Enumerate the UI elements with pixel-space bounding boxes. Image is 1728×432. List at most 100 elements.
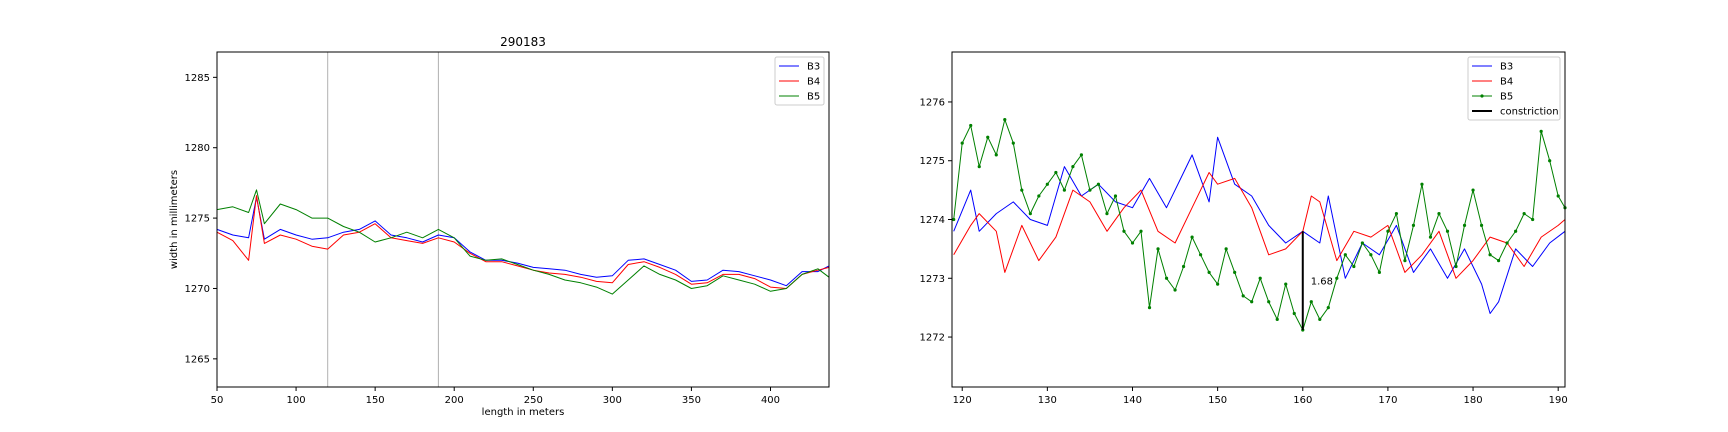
right-series-point-b5 — [1054, 170, 1058, 175]
right-legend-label-constriction: constriction — [1500, 107, 1559, 118]
right-x-ticks: 120 130 140 150 160 170 180 190 — [953, 387, 1568, 406]
right-series-line-b4 — [953, 172, 1566, 279]
left-y-tick-label: 1275 — [185, 214, 210, 225]
left-x-tick-label: 200 — [445, 395, 464, 406]
left-series-line-b5 — [216, 189, 830, 295]
right-series-point-b5 — [1471, 188, 1475, 192]
right-series-point-b5 — [1199, 253, 1203, 257]
constriction-marker: 1.68 — [1301, 231, 1333, 330]
right-series-point-b5 — [1190, 235, 1194, 239]
right-series-point-b5 — [1454, 264, 1458, 269]
left-legend: B3 B4 B5 — [774, 56, 825, 106]
right-series-point-b5 — [1139, 229, 1143, 233]
right-series-point-b5 — [1045, 182, 1049, 186]
right-legend-label-b4: B4 — [1500, 77, 1513, 88]
right-series-point-b5 — [1250, 300, 1254, 304]
right-series-point-b5 — [1173, 288, 1177, 292]
right-series-point-b5 — [1037, 194, 1041, 198]
right-series-point-b5 — [1181, 264, 1186, 269]
right-legend-marker-b5 — [1480, 94, 1484, 98]
right-series-point-b5 — [1216, 282, 1220, 286]
right-series-point-b5 — [1096, 182, 1101, 186]
right-series-point-b5 — [1028, 212, 1032, 216]
left-legend-label-b5: B5 — [807, 92, 820, 103]
left-series-line-b3 — [216, 196, 830, 287]
right-series-point-b5 — [1164, 276, 1169, 280]
left-series-group — [216, 189, 830, 295]
right-y-tick-label: 1274 — [920, 215, 945, 226]
right-series-point-b5 — [1369, 253, 1373, 257]
right-series-point-b5 — [1241, 294, 1245, 298]
right-series-point-b5 — [1088, 188, 1092, 192]
right-x-tick-label: 170 — [1378, 395, 1397, 406]
left-legend-box — [774, 56, 825, 106]
right-series-point-b5 — [1445, 229, 1450, 233]
right-series-point-b5 — [1071, 165, 1075, 169]
right-series-point-b5 — [1122, 229, 1126, 233]
left-legend-label-b3: B3 — [807, 62, 820, 73]
right-series-point-b5 — [1488, 253, 1492, 257]
right-series-point-b5 — [1207, 270, 1211, 274]
right-x-tick-label: 150 — [1208, 395, 1227, 406]
right-series-point-b5 — [1113, 194, 1118, 198]
right-series-point-b5 — [1428, 235, 1433, 239]
right-series-point-b5 — [1003, 117, 1007, 122]
right-series-point-b5 — [1343, 253, 1347, 257]
right-y-tick-label: 1273 — [920, 274, 945, 285]
left-y-tick-label: 1270 — [185, 284, 210, 295]
right-series-point-b5 — [1267, 300, 1271, 304]
right-series-point-b5 — [1531, 217, 1535, 222]
right-series-point-b5 — [1360, 241, 1364, 245]
right-legend-box — [1467, 56, 1561, 121]
right-series-point-b5 — [1224, 247, 1228, 251]
right-series-point-b5 — [1292, 311, 1296, 316]
right-y-tick-label: 1276 — [920, 97, 945, 108]
right-x-tick-label: 190 — [1549, 395, 1568, 406]
right-series-point-b5 — [986, 135, 990, 139]
right-series-point-b5 — [1505, 241, 1509, 245]
left-y-tick-label: 1285 — [185, 73, 210, 84]
right-series-point-b5 — [1105, 212, 1109, 216]
right-series-point-b5 — [1147, 306, 1152, 310]
right-series-point-b5 — [1156, 247, 1160, 251]
left-vertical-markers — [327, 52, 439, 387]
right-x-tick-label: 140 — [1123, 395, 1142, 406]
right-series-group — [952, 117, 1567, 332]
right-series-point-b5 — [969, 123, 973, 128]
left-plot-frame — [216, 51, 830, 388]
right-y-tick-label: 1272 — [920, 333, 945, 344]
right-legend-label-b3: B3 — [1500, 62, 1513, 73]
left-x-tick-label: 100 — [287, 395, 306, 406]
right-series-point-b5 — [1403, 259, 1407, 263]
right-x-tick-label: 120 — [953, 395, 972, 406]
right-series-point-b5 — [1462, 223, 1467, 227]
right-x-tick-label: 160 — [1293, 395, 1312, 406]
right-series-point-b5 — [1352, 264, 1356, 269]
right-series-point-b5 — [1420, 182, 1424, 186]
right-series-point-b5 — [952, 217, 956, 222]
right-legend: B3 B4 B5 constriction — [1467, 56, 1561, 121]
right-series-point-b5 — [1386, 229, 1390, 233]
right-series-point-b5 — [1309, 300, 1313, 304]
right-series-point-b5 — [1326, 306, 1330, 310]
right-x-tick-label: 130 — [1038, 395, 1057, 406]
left-x-tick-label: 150 — [366, 395, 385, 406]
right-series-point-b5 — [1437, 212, 1441, 216]
right-series-point-b5 — [1479, 223, 1484, 227]
right-series-point-b5 — [1130, 241, 1135, 245]
right-series-point-b5 — [1394, 212, 1399, 216]
right-series-point-b5 — [1539, 129, 1543, 133]
right-series-point-b5 — [1020, 188, 1024, 192]
left-chart: 290183 50 100 150 200 250 300 350 400 126512701… — [169, 35, 830, 418]
right-series-point-b5 — [1079, 153, 1084, 157]
right-series-line-b3 — [953, 136, 1566, 314]
left-x-tick-label: 250 — [524, 395, 543, 406]
right-series-point-b5 — [1522, 212, 1526, 216]
right-y-tick-label: 1275 — [920, 156, 945, 167]
left-legend-label-b4: B4 — [807, 77, 820, 88]
left-x-ticks: 50 100 150 200 250 300 350 400 — [211, 387, 780, 406]
right-series-point-b5 — [1514, 229, 1518, 233]
right-series-point-b5 — [1062, 188, 1066, 192]
right-series-point-b5 — [1548, 159, 1552, 163]
